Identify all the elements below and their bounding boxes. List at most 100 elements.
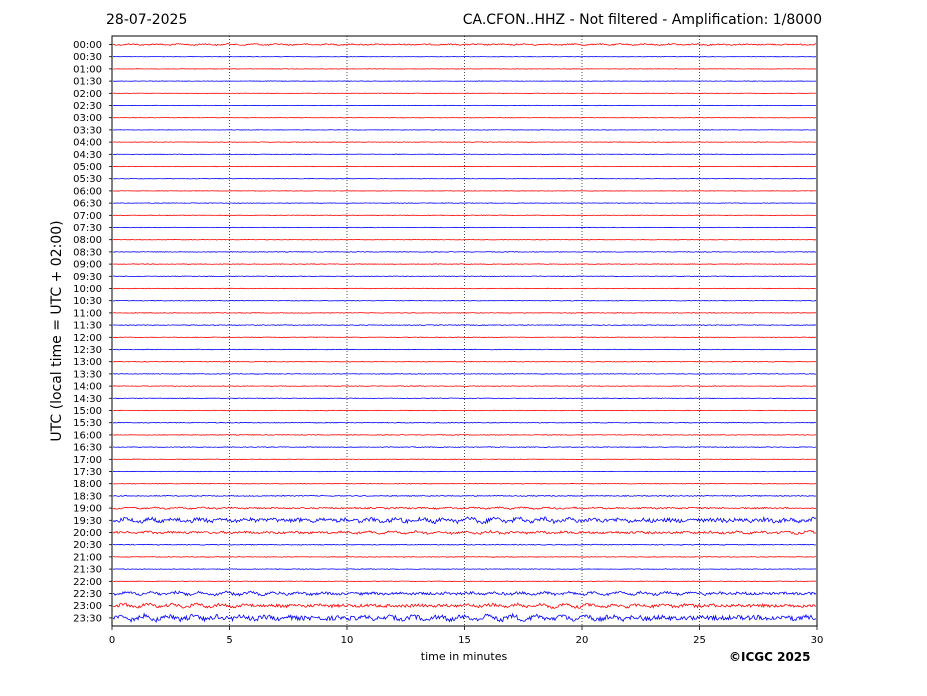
row-label-0630: 06:30 bbox=[73, 199, 102, 210]
traces bbox=[112, 42, 817, 623]
trace-1100 bbox=[112, 312, 817, 314]
trace-2200 bbox=[112, 580, 816, 583]
row-label-1330: 13:30 bbox=[73, 369, 102, 380]
x-tick-label-5: 5 bbox=[226, 635, 232, 646]
trace-1130 bbox=[112, 324, 817, 326]
trace-1600 bbox=[112, 434, 817, 436]
row-label-0830: 08:30 bbox=[73, 247, 102, 258]
trace-1900 bbox=[112, 506, 817, 510]
gridlines bbox=[229, 36, 700, 626]
x-tick-label-25: 25 bbox=[693, 635, 706, 646]
row-label-0030: 00:30 bbox=[73, 52, 102, 63]
row-label-1430: 14:30 bbox=[73, 394, 102, 405]
trace-1700 bbox=[112, 458, 817, 460]
row-label-1100: 11:00 bbox=[73, 308, 102, 319]
row-label-2200: 22:00 bbox=[73, 577, 102, 588]
row-label-1400: 14:00 bbox=[73, 382, 102, 393]
trace-0430 bbox=[112, 153, 817, 155]
copyright-label: ©ICGC 2025 bbox=[729, 650, 811, 664]
row-label-1900: 19:00 bbox=[73, 504, 102, 515]
trace-2130 bbox=[112, 568, 817, 570]
trace-1630 bbox=[112, 446, 817, 448]
trace-1530 bbox=[112, 421, 817, 424]
row-label-0730: 07:30 bbox=[73, 223, 102, 234]
trace-1000 bbox=[112, 287, 817, 290]
x-tick-label-20: 20 bbox=[576, 635, 589, 646]
trace-1800 bbox=[112, 483, 817, 485]
trace-1030 bbox=[112, 299, 817, 302]
trace-2030 bbox=[112, 543, 817, 546]
row-label-0000: 00:00 bbox=[73, 40, 102, 51]
trace-0700 bbox=[112, 214, 817, 216]
row-label-1230: 12:30 bbox=[73, 345, 102, 356]
trace-0900 bbox=[112, 263, 817, 265]
x-tick-label-30: 30 bbox=[811, 635, 824, 646]
row-label-0400: 04:00 bbox=[73, 138, 102, 149]
row-label-2300: 23:00 bbox=[73, 601, 102, 612]
trace-1330 bbox=[112, 373, 817, 375]
row-label-0100: 01:00 bbox=[73, 64, 102, 75]
row-label-1030: 10:30 bbox=[73, 296, 102, 307]
x-tick-label-0: 0 bbox=[109, 635, 115, 646]
row-label-0330: 03:30 bbox=[73, 125, 102, 136]
trace-2230 bbox=[112, 590, 817, 597]
trace-2100 bbox=[112, 556, 816, 558]
row-label-1500: 15:00 bbox=[73, 406, 102, 417]
row-label-0800: 08:00 bbox=[73, 235, 102, 246]
date-label: 28-07-2025 bbox=[106, 12, 188, 28]
row-label-0500: 05:00 bbox=[73, 162, 102, 173]
row-label-0200: 02:00 bbox=[73, 89, 102, 100]
row-label-0300: 03:00 bbox=[73, 113, 102, 124]
row-label-0230: 02:30 bbox=[73, 101, 102, 112]
trace-0630 bbox=[112, 202, 817, 204]
row-label-1600: 16:00 bbox=[73, 430, 102, 441]
row-label-0130: 01:30 bbox=[73, 77, 102, 88]
x-tick-label-15: 15 bbox=[458, 635, 471, 646]
chart-title: CA.CFON..HHZ - Not filtered - Amplificat… bbox=[462, 12, 822, 28]
row-label-0930: 09:30 bbox=[73, 272, 102, 283]
row-label-0900: 09:00 bbox=[73, 260, 102, 271]
trace-2330 bbox=[112, 612, 817, 623]
row-label-1530: 15:30 bbox=[73, 418, 102, 429]
row-label-0430: 04:30 bbox=[73, 150, 102, 161]
trace-0800 bbox=[112, 239, 817, 241]
trace-1730 bbox=[112, 470, 816, 473]
row-label-1930: 19:30 bbox=[73, 516, 102, 527]
row-label-1830: 18:30 bbox=[73, 491, 102, 502]
row-label-2230: 22:30 bbox=[73, 589, 102, 600]
row-label-1000: 10:00 bbox=[73, 284, 102, 295]
trace-0400 bbox=[112, 141, 817, 143]
trace-1300 bbox=[112, 360, 817, 363]
row-label-2000: 20:00 bbox=[73, 528, 102, 539]
trace-1500 bbox=[112, 409, 817, 412]
trace-1230 bbox=[112, 348, 817, 351]
trace-0830 bbox=[112, 251, 817, 253]
row-label-1130: 11:30 bbox=[73, 321, 102, 332]
row-label-1630: 16:30 bbox=[73, 443, 102, 454]
trace-2000 bbox=[112, 529, 817, 535]
trace-1930 bbox=[112, 515, 817, 525]
x-ticks: 0 5 10 15 20 25 30 bbox=[109, 626, 824, 646]
trace-1200 bbox=[113, 336, 817, 339]
row-label-2130: 21:30 bbox=[73, 565, 102, 576]
trace-0930 bbox=[112, 275, 817, 278]
row-label-2030: 20:30 bbox=[73, 540, 102, 551]
row-label-0700: 07:00 bbox=[73, 211, 102, 222]
trace-1830 bbox=[112, 494, 817, 497]
row-label-0600: 06:00 bbox=[73, 186, 102, 197]
x-axis-label: time in minutes bbox=[420, 650, 508, 663]
row-label-1200: 12:00 bbox=[73, 333, 102, 344]
row-label-1700: 17:00 bbox=[73, 455, 102, 466]
trace-1400 bbox=[112, 385, 817, 387]
row-label-1800: 18:00 bbox=[73, 479, 102, 490]
row-label-2100: 21:00 bbox=[73, 552, 102, 563]
row-label-1730: 17:30 bbox=[73, 467, 102, 478]
row-label-1300: 13:00 bbox=[73, 357, 102, 368]
row-label-0530: 05:30 bbox=[73, 174, 102, 185]
trace-2300 bbox=[112, 602, 817, 610]
trace-1430 bbox=[112, 397, 817, 400]
row-label-2330: 23:30 bbox=[73, 613, 102, 624]
trace-0730 bbox=[113, 226, 817, 229]
